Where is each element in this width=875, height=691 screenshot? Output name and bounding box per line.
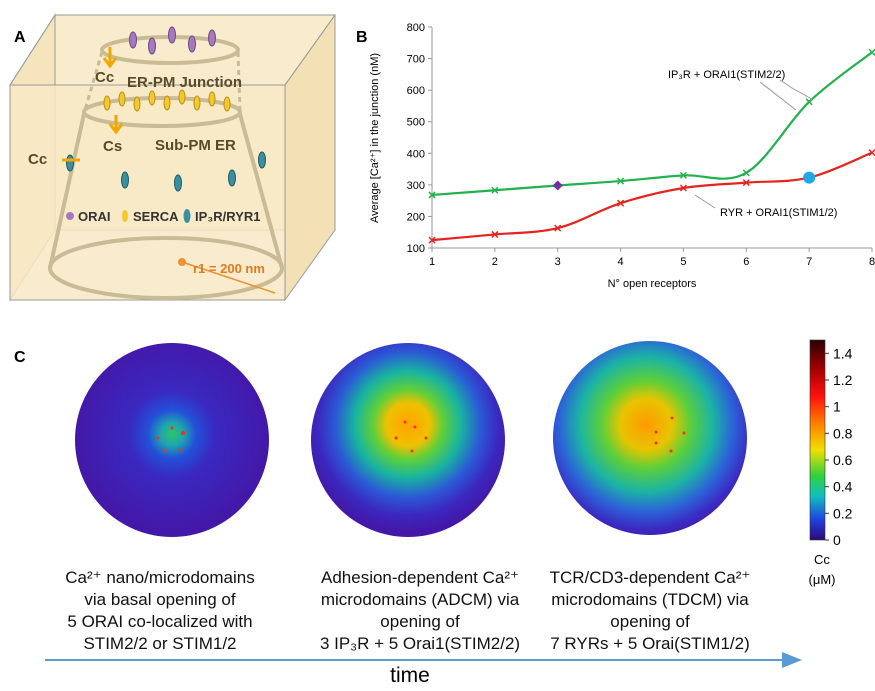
colorbar <box>809 339 826 541</box>
legend-text: IP₃R/RYR1 <box>195 209 261 224</box>
channel-dots <box>156 416 686 453</box>
caption-line: TCR/CD3-dependent Ca²⁺ <box>550 568 751 587</box>
colorbar-tick-label: 0.6 <box>833 452 853 468</box>
flux-arrows <box>62 47 124 162</box>
leader-line <box>694 194 716 209</box>
point-marker <box>742 169 750 177</box>
cc-label: Cc <box>95 69 114 86</box>
caption-line: microdomains (ADCM) via <box>321 590 520 609</box>
colorbar-tick-label: 1.2 <box>833 372 853 388</box>
point-marker <box>679 184 687 192</box>
point-marker <box>742 179 750 187</box>
cone-edge <box>48 113 86 269</box>
point-marker <box>868 149 875 157</box>
y-tick-label: 300 <box>407 180 425 192</box>
orai-channels <box>129 26 216 55</box>
panel-b: B Average [Ca²⁺] in the junction (nM) N°… <box>356 22 875 290</box>
x-tick-label: 5 <box>680 256 686 268</box>
caption-line: opening of <box>380 612 460 631</box>
x-axis-title: N° open receptors <box>608 278 697 290</box>
caption-line: Ca²⁺ nano/microdomains <box>65 568 254 587</box>
cone-edge <box>83 51 104 111</box>
caption-line: opening of <box>610 612 690 631</box>
x-tick-label: 8 <box>869 256 875 268</box>
cs-label: Cs <box>103 138 122 155</box>
heatmap-adcm <box>311 343 505 537</box>
point-marker <box>679 171 687 179</box>
time-label: time <box>390 664 430 686</box>
heatmap-basal <box>75 343 269 537</box>
y-tick-label: 800 <box>407 22 425 34</box>
caption-line: microdomains (TDCM) via <box>551 590 749 609</box>
junction-label: ER-PM Junction <box>127 74 242 91</box>
junction-bottom <box>82 96 242 128</box>
colorbar-tick-label: 0.8 <box>833 425 853 441</box>
x-tick-label: 4 <box>618 256 624 268</box>
x-tick-label: 1 <box>429 256 435 268</box>
point-marker <box>554 224 562 232</box>
point-marker <box>617 199 625 207</box>
point-marker <box>868 48 875 56</box>
y-tick-label: 400 <box>407 148 425 160</box>
legend-ip3r <box>183 209 191 223</box>
legend-text: ORAI <box>78 209 111 224</box>
leader-line <box>759 81 797 111</box>
x-tick-label: 7 <box>806 256 812 268</box>
point-marker <box>617 177 625 185</box>
colorbar-title: (μM) <box>809 572 836 587</box>
point-marker <box>428 236 436 244</box>
leader-line <box>779 79 813 101</box>
sub-pm-label: Sub-PM ER <box>155 137 236 154</box>
serca-pumps <box>103 89 231 112</box>
series-label: RYR + ORAI1(STIM1/2) <box>720 207 837 219</box>
radius-label: r1 = 200 nm <box>193 261 265 276</box>
colorbar-title: Cc <box>814 552 830 567</box>
caption-line: via basal opening of <box>84 590 236 609</box>
point-marker <box>491 186 499 194</box>
y-axis-title: Average [Ca²⁺] in the junction (nM) <box>369 53 381 223</box>
highlight-marker <box>803 171 816 184</box>
panel-label: C <box>14 349 26 366</box>
series-label: IP₃R + ORAI1(STIM2/2) <box>668 69 785 81</box>
colorbar-tick-label: 1.4 <box>833 345 853 361</box>
legend-orai <box>66 212 74 220</box>
caption-line: 3 IP₃R + 5 Orai1(STIM2/2) <box>320 634 520 653</box>
panel-label: B <box>356 29 368 46</box>
y-tick-label: 200 <box>407 211 425 223</box>
heatmap-tdcm <box>553 341 747 535</box>
colorbar-tick-label: 0 <box>833 532 841 548</box>
cone-edge <box>236 51 242 111</box>
x-tick-label: 6 <box>743 256 749 268</box>
x-tick-label: 2 <box>492 256 498 268</box>
caption-line: Adhesion-dependent Ca²⁺ <box>321 568 519 587</box>
y-tick-label: 100 <box>407 243 425 255</box>
panel-label: A <box>14 29 26 46</box>
panel-c: C time 0 0.2 0.4 0.6 0.8 1 1.2 1.4 Cc (μM) Ca²⁺ na… <box>14 339 853 687</box>
highlight-marker <box>552 180 563 191</box>
cc-side-label: Cc <box>28 151 47 168</box>
point-marker <box>428 191 436 199</box>
legend-text: SERCA <box>133 209 179 224</box>
colorbar-tick-label: 0.2 <box>833 505 853 521</box>
edge <box>284 14 336 86</box>
series-line <box>431 151 873 242</box>
legend-serca <box>122 210 128 222</box>
er-base <box>48 236 284 300</box>
y-tick-label: 600 <box>407 85 425 97</box>
panel-a: A Cc ER-PM Junction Cs Sub-PM ER Cc ORAI… <box>9 13 336 302</box>
caption-line: 7 RYRs + 5 Orai(STIM1/2) <box>550 634 750 653</box>
x-tick-label: 3 <box>555 256 561 268</box>
point-marker <box>491 230 499 238</box>
radius-line <box>181 261 276 294</box>
y-tick-label: 700 <box>407 54 425 66</box>
caption-line: 5 ORAI co-localized with <box>67 612 252 631</box>
colorbar-tick-label: 1 <box>833 399 841 415</box>
edge <box>9 14 56 86</box>
cone-edge <box>238 113 284 269</box>
caption-line: STIM2/2 or STIM1/2 <box>83 634 236 653</box>
colorbar-tick-label: 0.4 <box>833 479 853 495</box>
y-tick-label: 500 <box>407 117 425 129</box>
